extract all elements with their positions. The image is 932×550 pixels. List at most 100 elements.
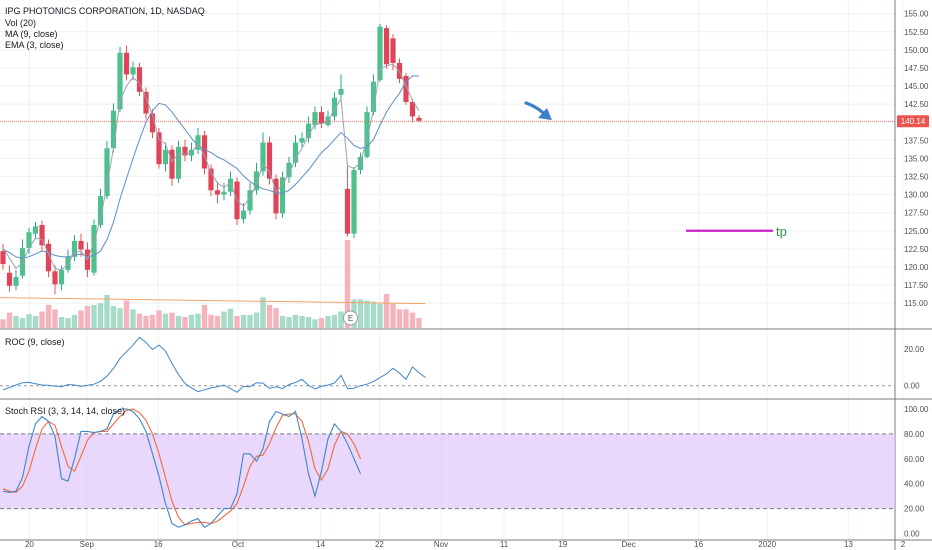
price-tick-12: 125.00 (904, 227, 929, 236)
volume-bar-41 (266, 304, 273, 328)
volume-bar-33 (214, 315, 221, 328)
candle-body-23 (149, 113, 156, 133)
time-tick-1: Sep (80, 540, 95, 549)
volume-bar-49 (318, 318, 325, 328)
legend-ma: MA (9, close) (5, 29, 58, 39)
volume-bar-24 (156, 310, 162, 328)
volume-bar-57 (370, 301, 377, 328)
volume-bar-52 (338, 311, 344, 328)
volume-bar-30 (195, 313, 201, 328)
price-tick-15: 117.50 (904, 281, 928, 290)
candle-body-48 (312, 112, 318, 126)
volume-bar-42 (273, 308, 279, 328)
volume-bar-43 (279, 315, 286, 328)
price-tick-3: 147.50 (904, 64, 929, 73)
candle-body-43 (279, 177, 286, 214)
candle-body-20 (130, 67, 136, 75)
volume-bar-0 (0, 319, 6, 328)
volume-bar-9 (58, 317, 65, 328)
volume-bar-51 (331, 314, 338, 328)
candle-body-59 (383, 28, 390, 65)
time-tick-6: Nov (434, 540, 448, 549)
overlays: E 140.14 tp (0, 101, 929, 326)
volume-bar-8 (52, 309, 58, 328)
stoch-rsi-k-line (2, 408, 362, 529)
candle-body-4 (26, 232, 32, 249)
price-tick-1: 152.50 (904, 28, 929, 37)
volume-bar-23 (149, 314, 156, 328)
candle-body-41 (266, 142, 273, 179)
candle-body-22 (143, 91, 149, 114)
volume-bars (0, 240, 426, 328)
candle-body-57 (370, 81, 377, 113)
volume-bar-47 (305, 317, 312, 328)
volume-bar-28 (182, 317, 188, 328)
volume-bar-13 (84, 306, 91, 328)
time-tick-13: 2 (901, 540, 906, 549)
volume-bar-3 (19, 318, 26, 328)
candle-body-15 (97, 196, 104, 225)
roc-tick-0: 20.00 (904, 345, 925, 354)
volume-bar-29 (188, 314, 195, 328)
price-tick-9: 132.50 (904, 173, 929, 182)
price-axes: 155.00 152.50 150.00 147.50 145.00 142.50 137.… (904, 10, 929, 539)
earnings-badge (343, 310, 358, 326)
trend-arrow-head (538, 108, 552, 120)
stoch-rsi-tick-3: 40.00 (904, 480, 925, 489)
price-tick-7: 137.50 (904, 136, 929, 145)
earnings-badge-label: E (348, 314, 353, 323)
candle-body-34 (221, 191, 227, 195)
candle-body-2 (13, 277, 19, 286)
time-tick-11: 2020 (758, 540, 776, 549)
ema3-line (2, 63, 420, 271)
candle-body-6 (39, 224, 45, 246)
time-tick-8: 19 (558, 540, 567, 549)
candle-body-27 (175, 146, 182, 179)
time-tick-7: 11 (500, 540, 509, 549)
price-tick-16: 115.00 (904, 299, 928, 308)
price-tick-4: 145.00 (904, 82, 929, 91)
volume-bar-19 (123, 300, 130, 328)
candle-body-63 (409, 101, 416, 117)
candle-body-47 (305, 123, 312, 139)
candle-body-54 (351, 169, 357, 234)
volume-bar-46 (299, 315, 305, 328)
stoch-rsi-tick-4: 20.00 (904, 505, 925, 514)
volume-bar-35 (227, 308, 234, 328)
volume-bar-4 (26, 314, 32, 328)
volume-bar-26 (169, 312, 175, 328)
volume-bar-63 (409, 312, 416, 328)
legend-roc: ROC (9, close) (5, 337, 65, 347)
candle-body-8 (52, 271, 58, 285)
candle-body-21 (136, 67, 143, 92)
chart-title: IPG PHOTONICS CORPORATION, 1D, NASDAQ (5, 6, 205, 16)
candle-body-45 (292, 142, 299, 163)
volume-bar-11 (71, 314, 78, 328)
volume-bar-53 (344, 240, 351, 328)
volume-bar-32 (208, 314, 214, 328)
volume-bar-62 (403, 309, 409, 328)
legend-ema: EMA (3, close) (5, 40, 64, 50)
time-axis: 20 Sep 16 Oct 14 22 Nov 11 19 Dec 16 2020 13 2 (25, 540, 906, 549)
candle-body-46 (299, 138, 305, 143)
candle-body-1 (6, 272, 13, 286)
volume-bar-10 (65, 318, 71, 328)
last-price-label: 140.14 (901, 117, 926, 126)
price-tick-5: 142.50 (904, 100, 929, 109)
price-tick-8: 135.00 (904, 154, 929, 163)
candle-body-16 (104, 148, 110, 197)
price-tick-0: 155.00 (904, 10, 929, 19)
time-tick-12: 13 (844, 540, 853, 549)
volume-ma-line (0, 297, 426, 305)
candle-body-7 (45, 243, 52, 272)
last-price-box (897, 115, 929, 128)
candle-body-60 (390, 38, 396, 63)
time-tick-3: Oct (232, 540, 245, 549)
volume-bar-16 (104, 295, 110, 328)
candle-body-14 (91, 224, 97, 273)
volume-bar-18 (117, 308, 123, 328)
candle-body-26 (169, 149, 175, 179)
volume-bar-31 (201, 304, 208, 328)
candle-body-62 (403, 75, 409, 102)
